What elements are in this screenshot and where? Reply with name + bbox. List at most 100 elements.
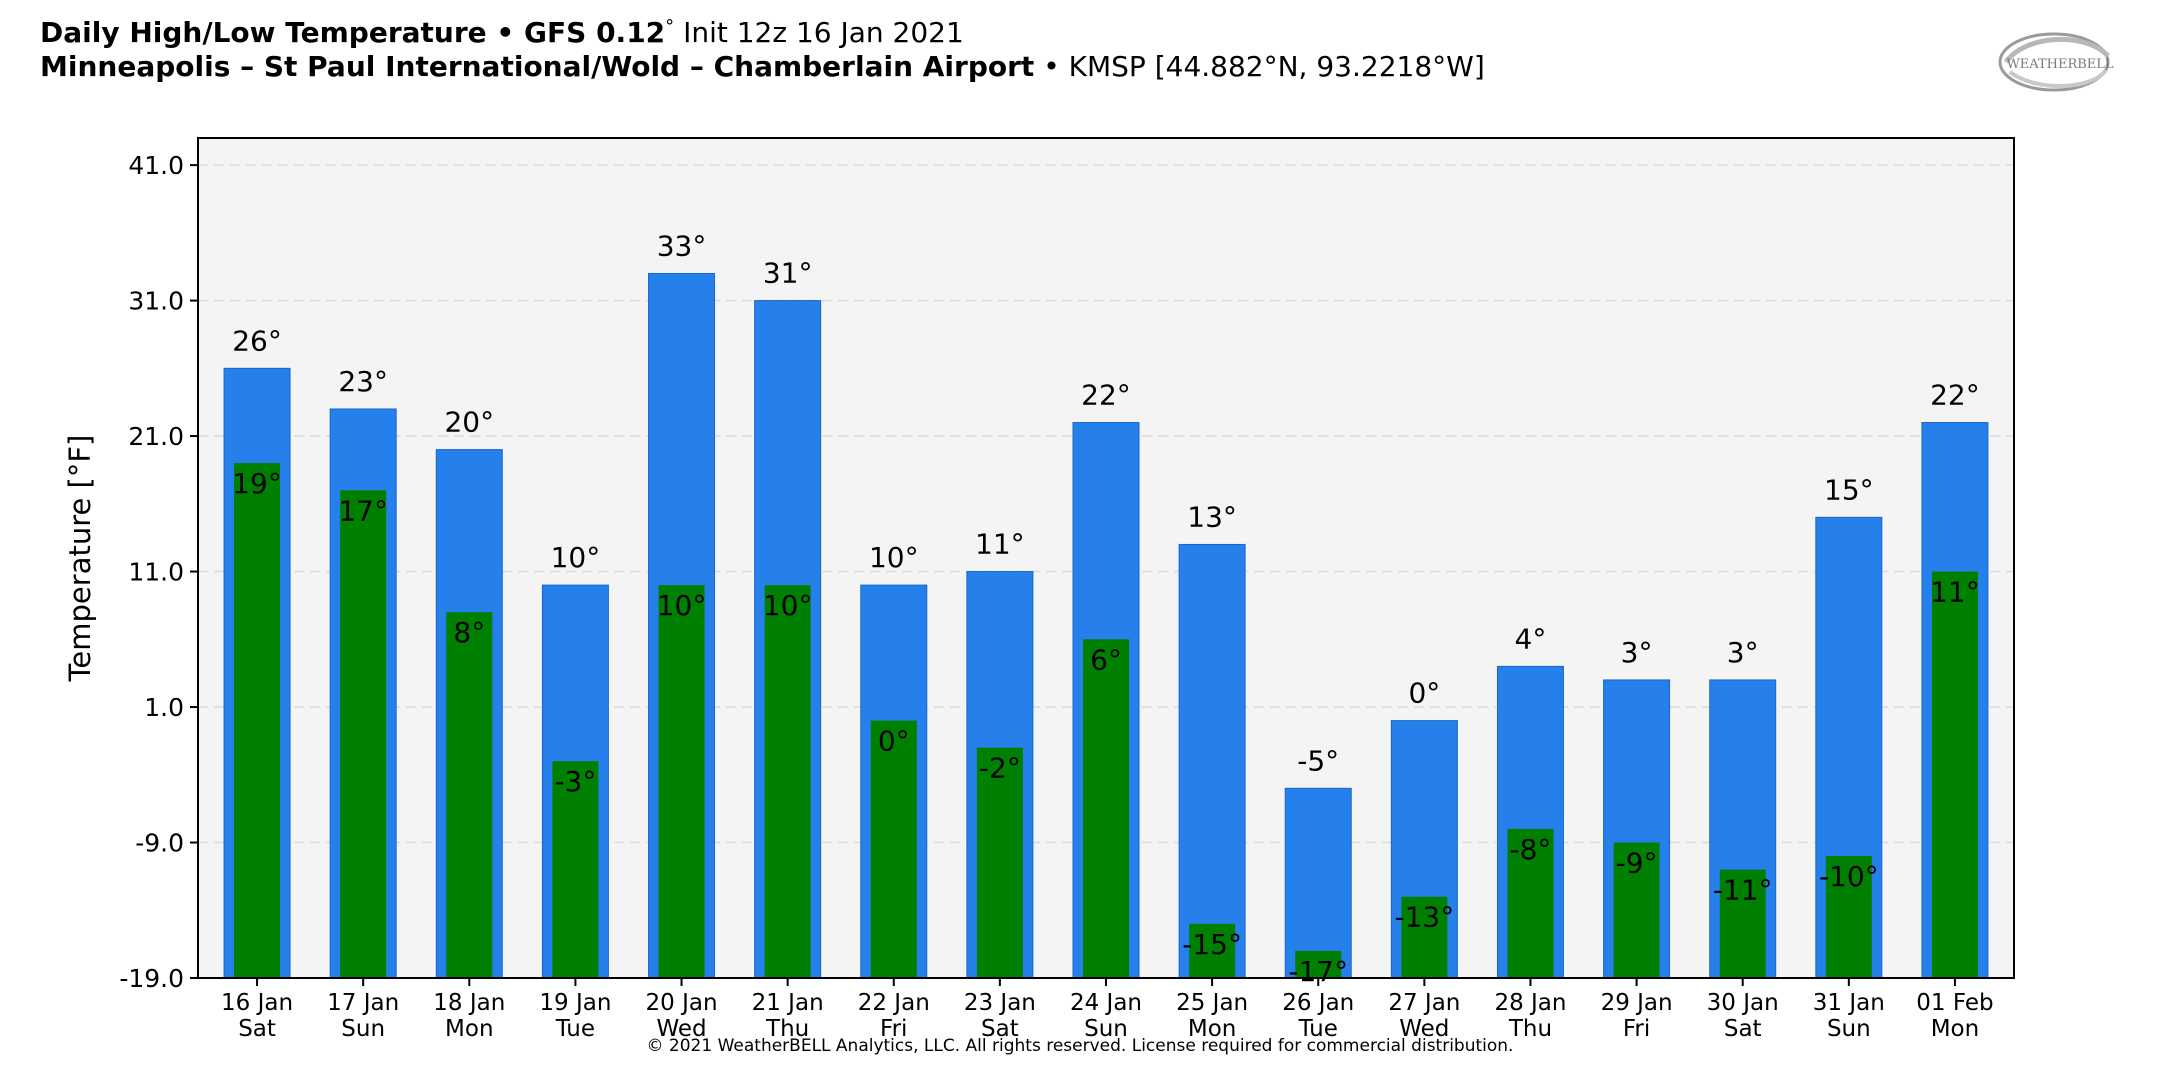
x-tick-weekday: Tue [1298, 1016, 1338, 1042]
low-temp-bar [446, 612, 493, 978]
low-temp-label: -2° [979, 752, 1021, 785]
high-temp-label: 10° [869, 541, 919, 574]
x-tick-weekday: Sat [1724, 1016, 1762, 1042]
low-temp-label: -13° [1394, 901, 1454, 934]
chart-title: Daily High/Low Temperature • GFS 0.12° I… [40, 16, 964, 49]
high-temp-label: 10° [551, 541, 601, 574]
low-temp-label: -9° [1616, 847, 1658, 880]
high-temp-bar [1178, 543, 1246, 979]
x-tick-date: 24 Jan [1070, 990, 1142, 1016]
x-tick-date: 21 Jan [752, 990, 824, 1016]
chart-title-bold: Daily High/Low Temperature • GFS 0.12 [40, 16, 666, 49]
x-tick-weekday: Fri [880, 1016, 907, 1042]
low-temp-label: 6° [1090, 643, 1122, 676]
copyright-notice: © 2021 WeatherBELL Analytics, LLC. All r… [646, 1036, 1514, 1056]
x-tick-weekday: Thu [1508, 1016, 1552, 1042]
weatherbell-logo-icon: WEATHERBELL [1998, 32, 2114, 92]
high-temp-label: 31° [763, 257, 813, 290]
bars [223, 272, 1989, 979]
low-temp-label: 19° [232, 467, 282, 500]
low-temp-bar [1613, 842, 1660, 978]
x-tick-weekday: Wed [656, 1016, 706, 1042]
low-temp-bar [976, 747, 1023, 978]
high-temp-label: 15° [1824, 473, 1874, 506]
low-temp-bar [1931, 571, 1978, 978]
low-temp-label: 10° [657, 589, 707, 622]
y-tick-label: 11.0 [128, 558, 184, 587]
low-temp-label: 11° [1930, 576, 1980, 609]
chart-title-init: Init 12z 16 Jan 2021 [674, 16, 964, 49]
x-tick-weekday: Sat [981, 1016, 1019, 1042]
x-tick-date: 16 Jan [221, 990, 293, 1016]
x-tick-weekday: Mon [445, 1016, 494, 1042]
y-tick-label: -19.0 [119, 964, 184, 993]
high-temp-label: 26° [232, 324, 282, 357]
y-tick-label: 1.0 [144, 693, 184, 722]
y-tick-label: 41.0 [128, 151, 184, 180]
high-temp-label: 20° [444, 406, 494, 439]
x-tick-date: 27 Jan [1388, 990, 1460, 1016]
x-tick-date: 19 Jan [539, 990, 611, 1016]
high-temp-label: 22° [1081, 379, 1131, 412]
low-temp-bar [1295, 950, 1342, 978]
x-tick-date: 30 Jan [1707, 990, 1779, 1016]
x-tick-weekday: Fri [1623, 1016, 1650, 1042]
x-tick-weekday: Mon [1188, 1016, 1237, 1042]
low-temp-bar [1401, 896, 1448, 978]
y-tick-label: -9.0 [135, 829, 184, 858]
x-tick-weekday: Tue [555, 1016, 595, 1042]
low-temp-bar [1507, 828, 1554, 978]
x-tick-weekday: Sat [238, 1016, 276, 1042]
low-temp-label: -10° [1819, 860, 1879, 893]
high-temp-label: 13° [1187, 500, 1237, 533]
low-temp-bar [552, 761, 599, 978]
x-tick-weekday: Sun [1084, 1016, 1128, 1042]
logo-text: WEATHERBELL [2006, 57, 2113, 72]
x-tick-date: 28 Jan [1494, 990, 1566, 1016]
x-tick-date: 23 Jan [964, 990, 1036, 1016]
x-tick-date: 18 Jan [433, 990, 505, 1016]
high-temp-bar [1284, 787, 1352, 979]
y-tick-label: 21.0 [128, 422, 184, 451]
low-temp-label: -11° [1713, 874, 1773, 907]
chart-title-degree: ° [665, 16, 675, 37]
chart-subtitle: Minneapolis – St Paul International/Wold… [40, 50, 1485, 83]
x-tick-date: 22 Jan [858, 990, 930, 1016]
x-tick-date: 26 Jan [1282, 990, 1354, 1016]
low-temp-label: 0° [878, 725, 910, 758]
x-tick-weekday: Wed [1399, 1016, 1449, 1042]
low-temp-bar [1825, 856, 1872, 978]
low-temp-bar [870, 720, 917, 978]
low-temp-bar [1189, 923, 1236, 978]
x-tick-date: 17 Jan [327, 990, 399, 1016]
high-temp-label: 4° [1515, 622, 1547, 655]
x-tick-weekday: Mon [1931, 1016, 1980, 1042]
low-temp-label: 17° [338, 494, 388, 527]
high-temp-label: 0° [1408, 677, 1440, 710]
high-temp-label: 23° [338, 365, 388, 398]
low-temp-bar [234, 463, 281, 979]
x-tick-date: 29 Jan [1601, 990, 1673, 1016]
x-tick-date: 20 Jan [646, 990, 718, 1016]
high-temp-label: 33° [657, 229, 707, 262]
low-temp-label: -8° [1510, 833, 1552, 866]
x-tick-date: 01 Feb [1916, 990, 1993, 1016]
low-temp-bar [1719, 869, 1766, 978]
x-tick-weekday: Sun [1827, 1016, 1871, 1042]
y-tick-label: 31.0 [128, 287, 184, 316]
chart-subtitle-coords: • KMSP [44.882°N, 93.2218°W] [1034, 50, 1485, 83]
axes: 41.031.021.011.01.0-9.0-19.016 JanSat17 … [119, 151, 1993, 1042]
low-temp-label: 8° [453, 616, 485, 649]
y-axis-label: Temperature [°F] [63, 435, 97, 683]
low-temp-label: 10° [763, 589, 813, 622]
low-temp-bar [764, 585, 811, 978]
chart-subtitle-station: Minneapolis – St Paul International/Wold… [40, 50, 1035, 83]
x-tick-date: 25 Jan [1176, 990, 1248, 1016]
low-temp-bar [658, 585, 705, 978]
high-temp-label: 3° [1621, 636, 1653, 669]
low-temp-bar [1083, 639, 1129, 978]
low-temp-label: -15° [1182, 928, 1242, 961]
low-temp-label: -3° [554, 765, 596, 798]
x-tick-weekday: Thu [765, 1016, 809, 1042]
